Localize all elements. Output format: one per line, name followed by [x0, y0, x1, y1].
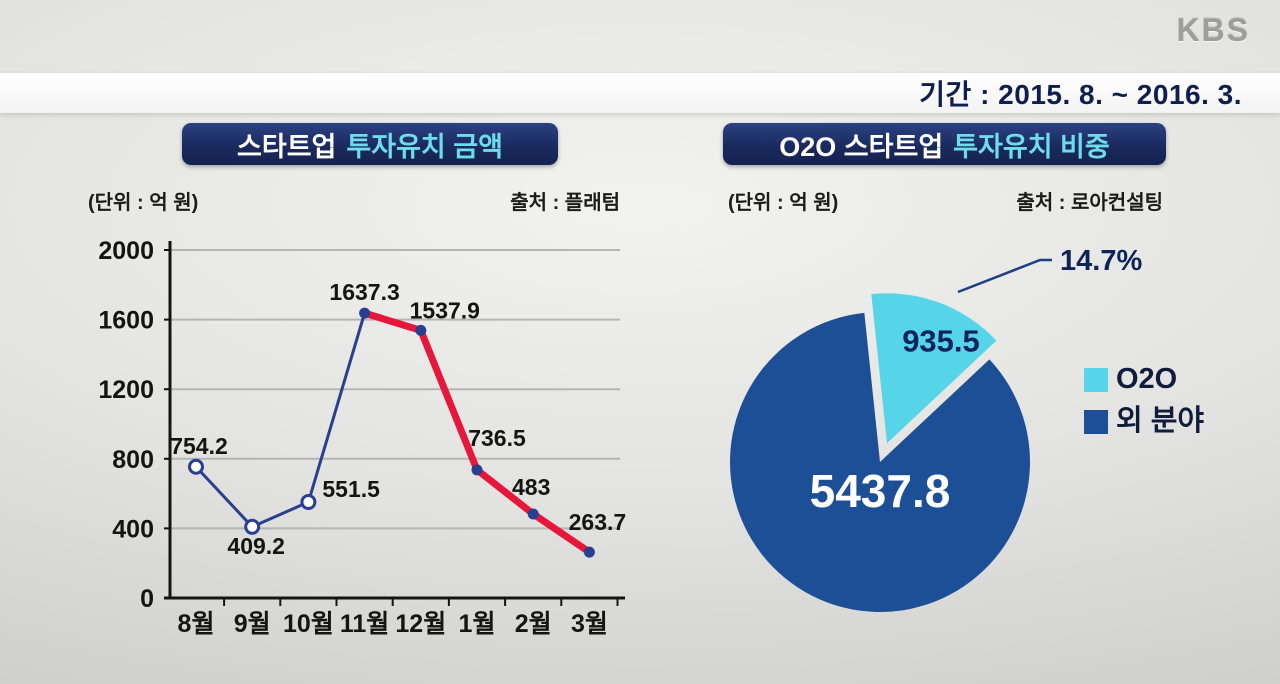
x-tick-label: 9월	[234, 610, 271, 638]
y-tick-label: 2000	[98, 237, 154, 265]
legend-swatch-other	[1084, 410, 1108, 434]
data-point	[300, 494, 317, 511]
y-tick-label: 0	[140, 585, 154, 613]
right-chart-unit-label: (단위 : 억 원)	[728, 192, 839, 214]
data-point	[471, 464, 483, 476]
right-chart-source-label: 출처 : 로아컨설팅	[1016, 192, 1163, 214]
data-point	[415, 324, 427, 336]
pie-slice-other	[730, 312, 1030, 612]
left-chart-unit-label: (단위 : 억 원)	[88, 192, 199, 214]
value-label: 551.5	[322, 476, 380, 502]
period-band: 기간 : 2015. 8. ~ 2016. 3.	[0, 73, 1280, 113]
value-label: 1637.3	[329, 279, 399, 305]
callout-percent-label: 14.7%	[1060, 245, 1142, 277]
x-tick-label: 12월	[395, 610, 446, 638]
period-label: 기간 : 2015. 8. ~ 2016. 3.	[919, 79, 1242, 110]
y-tick-label: 1200	[98, 376, 154, 404]
callout-line	[957, 258, 1052, 294]
left-chart-title-badge: 스타트업 투자유치 금액	[182, 123, 558, 165]
right-title-part1: O2O 스타트업	[779, 131, 944, 162]
left-title-part1: 스타트업	[237, 131, 337, 162]
right-chart-title-badge: O2O 스타트업 투자유치 비중	[723, 123, 1166, 165]
data-point	[359, 307, 371, 319]
data-point	[583, 546, 595, 558]
other-value-label: 5437.8	[810, 465, 951, 517]
left-title-part2: 투자유치 금액	[346, 131, 503, 162]
investment-line-chart: 0 400 800 1200 1600 2000 8월 9월 10월 11월 12월 1월 2월 3월 75…	[98, 237, 627, 638]
value-label: 736.5	[468, 425, 526, 451]
x-tick-label: 11월	[340, 610, 389, 638]
data-point	[188, 458, 204, 475]
x-tick-label: 3월	[571, 610, 608, 638]
value-label: 1537.9	[410, 297, 480, 323]
x-tick-label: 10월	[283, 610, 334, 638]
legend-label-o2o: O2O	[1116, 363, 1177, 395]
data-point	[527, 508, 539, 520]
value-label: 754.2	[170, 433, 228, 459]
value-label: 409.2	[227, 533, 285, 559]
pie-slice-o2o	[871, 293, 997, 444]
y-tick-label: 800	[112, 446, 154, 474]
x-tick-label: 1월	[459, 610, 496, 638]
o2o-value-label: 935.5	[902, 323, 980, 358]
o2o-share-pie-chart: 14.7% 935.5 5437.8 O2O 외 분야	[730, 245, 1204, 612]
value-label: 263.7	[569, 509, 627, 535]
legend-label-other: 외 분야	[1116, 404, 1204, 437]
value-label: 483	[512, 474, 550, 500]
x-tick-label: 8월	[178, 610, 215, 638]
left-chart-source-label: 출처 : 플래텀	[510, 192, 620, 214]
y-tick-label: 1600	[98, 307, 154, 335]
data-point	[244, 518, 261, 535]
kbs-logo: KBS	[1176, 12, 1250, 48]
y-tick-label: 400	[112, 515, 154, 543]
right-title-part2: 투자유치 비중	[953, 131, 1110, 162]
x-tick-label: 2월	[515, 610, 552, 638]
legend-swatch-o2o	[1084, 368, 1108, 392]
